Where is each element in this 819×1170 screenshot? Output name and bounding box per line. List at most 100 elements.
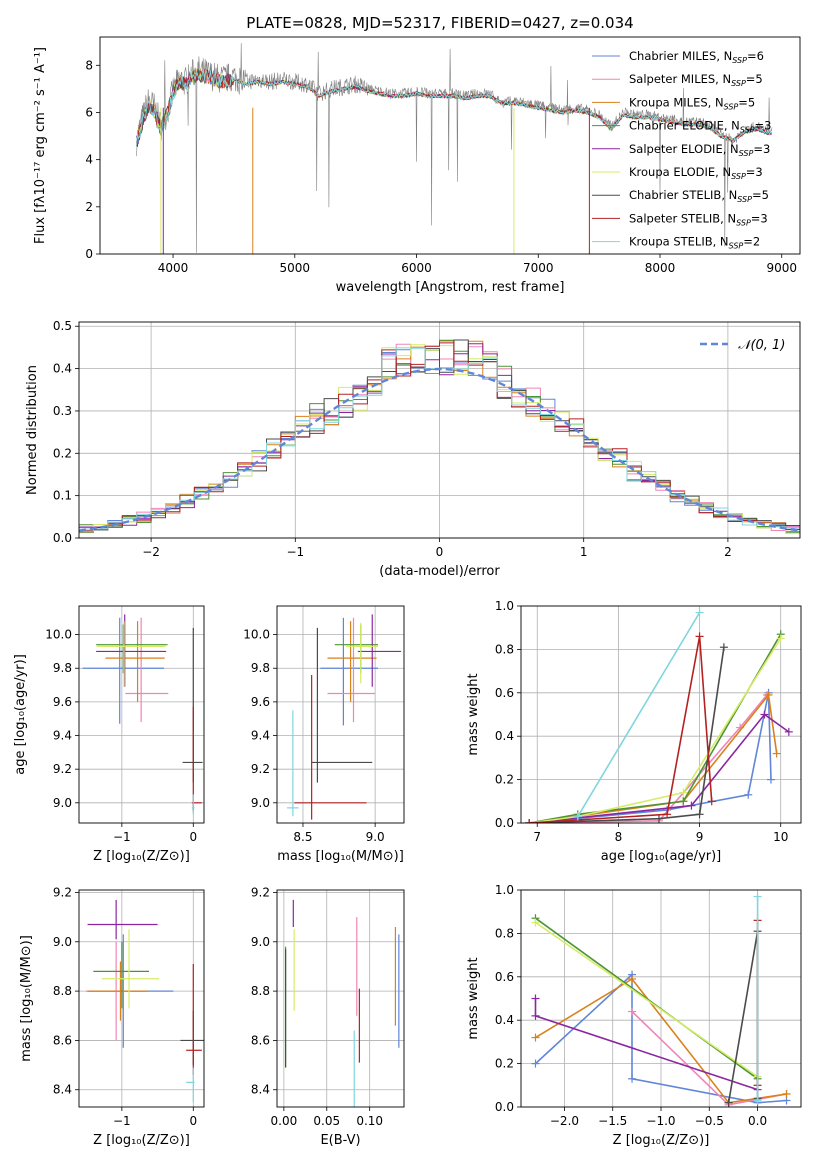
x-tick-label: 9: [696, 830, 704, 844]
y-tick-label: 0.6: [495, 970, 514, 984]
plot-frame: [78, 889, 205, 1108]
x-tick-label: 9000: [766, 261, 797, 275]
mass-weight-line: [535, 917, 759, 1080]
y-axis-label: mass [log₁₀(M/M⊙)]: [19, 935, 34, 1062]
legend-label: Kroupa ELODIE, NSSP=3: [629, 165, 763, 181]
legend-label: Chabrier MILES, NSSP=6: [629, 49, 764, 65]
y-tick-label: 10.0: [45, 628, 72, 642]
y-tick-label: 0.5: [53, 319, 72, 333]
y-tick-label: 8.6: [53, 1033, 72, 1047]
y-tick-label: 0.1: [53, 489, 72, 503]
x-tick-label: −1: [113, 1114, 131, 1128]
legend-label: Chabrier ELODIE, NSSP=3: [629, 119, 771, 135]
mass-weight-vs-metallicity-panel: −2.0 −1.5 −1.0 −0.5 0.0 0.0 0.2 0.4 0.6 0.8 1.0 Z […: [466, 883, 802, 1148]
y-tick-label: 4: [85, 153, 93, 167]
x-tick-label: −2: [142, 545, 160, 559]
x-tick-label: 8: [615, 830, 623, 844]
y-tick-label: 9.6: [53, 695, 72, 709]
y-tick-label: 8: [85, 58, 93, 72]
x-axis-label: age [log₁₀(age/yr)]: [601, 849, 722, 864]
plot-area: [79, 339, 800, 535]
x-tick-label: 0.05: [313, 1114, 340, 1128]
plot-frame: [99, 36, 801, 255]
y-tick-label: 0.4: [495, 729, 514, 743]
spectrum-panel: 4000 5000 6000 7000 8000 9000 0 2 4 6 8 wavelength …: [33, 36, 801, 295]
x-axis-label: Z [log₁₀(Z/Z⊙)]: [93, 849, 190, 864]
plot-frame: [520, 605, 802, 824]
y-tick-label: 9.4: [251, 729, 270, 743]
mass-weight-line: [528, 693, 778, 823]
x-tick-label: 0: [189, 830, 197, 844]
plot-area: [82, 614, 203, 815]
y-tick-label: 8.8: [53, 984, 72, 998]
plot-frame: [276, 889, 405, 1108]
y-axis-label: mass weight: [466, 673, 481, 755]
chart-title: PLATE=0828, MJD=52317, FIBERID=0427, z=0…: [246, 14, 633, 32]
legend-label: 𝒩(0, 1): [738, 338, 785, 353]
y-tick-label: 0.2: [495, 1057, 514, 1071]
mass-weight-line: [528, 633, 782, 823]
plot-area: [284, 899, 400, 1107]
y-tick-label: 9.0: [251, 796, 270, 810]
y-tick-label: 9.0: [53, 935, 72, 949]
y-tick-label: 8.4: [53, 1083, 72, 1097]
y-tick-label: 0.6: [495, 686, 514, 700]
x-tick-label: −1.0: [646, 1114, 675, 1128]
y-tick-label: 9.2: [251, 762, 270, 776]
y-tick-label: 9.0: [251, 935, 270, 949]
y-tick-label: 0.2: [495, 773, 514, 787]
y-tick-label: 9.0: [53, 796, 72, 810]
y-tick-label: 8.6: [251, 1033, 270, 1047]
plot-area: [525, 608, 793, 823]
mass-weight-line: [529, 713, 790, 823]
x-tick-label: 2: [724, 545, 732, 559]
x-axis-label: Z [log₁₀(Z/Z⊙)]: [93, 1133, 190, 1148]
y-tick-label: 1.0: [495, 599, 514, 613]
y-tick-label: 9.2: [53, 885, 72, 899]
y-tick-label: 9.2: [53, 762, 72, 776]
x-tick-label: 1: [580, 545, 588, 559]
x-tick-label: 0.0: [748, 1114, 767, 1128]
x-tick-label: 0: [189, 1114, 197, 1128]
x-tick-label: 10: [773, 830, 788, 844]
x-tick-label: 0: [436, 545, 444, 559]
x-tick-label: −0.5: [695, 1114, 724, 1128]
x-tick-label: 8000: [645, 261, 676, 275]
y-tick-label: 0.2: [53, 446, 72, 460]
x-tick-label: 6000: [401, 261, 432, 275]
x-axis-label: (data-model)/error: [379, 564, 500, 579]
x-tick-label: 5000: [280, 261, 311, 275]
plot-area: [136, 43, 773, 254]
mass-weight-line: [529, 694, 768, 823]
plot-area: [86, 899, 204, 1103]
legend-label: Salpeter STELIB, NSSP=3: [629, 211, 768, 227]
observed-spectrum: [136, 43, 773, 253]
y-tick-label: 0: [85, 247, 93, 261]
y-tick-label: 0.0: [495, 1100, 514, 1114]
legend-label: Chabrier STELIB, NSSP=5: [629, 188, 769, 204]
mass-weight-line: [529, 636, 713, 823]
legend-label: Kroupa STELIB, NSSP=2: [629, 235, 760, 251]
x-tick-label: −1: [286, 545, 304, 559]
x-tick-label: −1: [113, 830, 131, 844]
y-tick-label: 9.8: [53, 661, 72, 675]
y-tick-label: 0.8: [495, 926, 514, 940]
mass-weight-line: [529, 647, 725, 823]
mass-vs-extinction-panel: 0.00 0.05 0.10 8.4 8.6 8.8 9.0 9.2 E(B-V): [251, 885, 405, 1148]
plot-area: [531, 892, 791, 1107]
mass-weight-line: [535, 921, 759, 1078]
mass-weight-line: [577, 612, 701, 817]
y-axis-label: Flux [fλ10⁻¹⁷ erg cm⁻² s⁻¹ A⁻¹]: [33, 47, 48, 244]
y-tick-label: 9.8: [251, 661, 270, 675]
normal-reference-curve: [79, 367, 800, 532]
legend-label: Kroupa MILES, NSSP=5: [629, 95, 755, 111]
x-tick-label: 4000: [158, 261, 189, 275]
y-tick-label: 6: [85, 105, 93, 119]
mass-weight-line: [528, 638, 782, 823]
y-tick-label: 2: [85, 200, 93, 214]
x-axis-label: Z [log₁₀(Z/Z⊙)]: [613, 1133, 710, 1148]
plot-frame: [276, 605, 405, 824]
x-tick-label: 8.5: [293, 830, 312, 844]
y-tick-label: 9.6: [251, 695, 270, 709]
